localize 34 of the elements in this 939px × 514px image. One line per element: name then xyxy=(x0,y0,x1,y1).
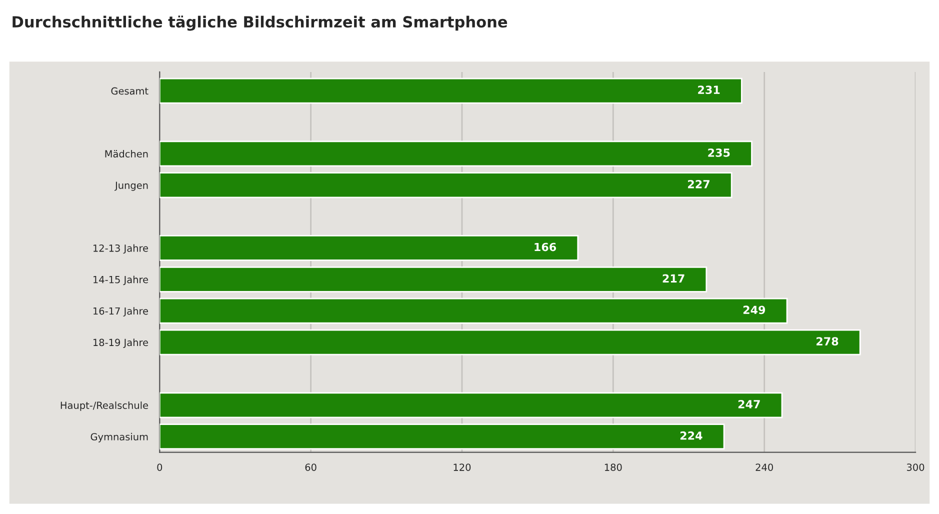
data-label: 278 xyxy=(816,337,838,346)
data-label: 217 xyxy=(662,274,684,282)
x-tick-label: 180 xyxy=(604,464,622,471)
chart-title: Durchschnittliche tägliche Bildschirmzeit am Smartphone xyxy=(12,16,508,31)
x-tick-label: 0 xyxy=(157,464,162,471)
y-tick-label: Mädchen xyxy=(105,150,148,158)
y-tick-label: Jungen xyxy=(114,182,148,191)
y-tick-label: Gesamt xyxy=(111,87,148,95)
y-tick-label: 18-19 Jahre xyxy=(94,338,148,348)
x-tick-label: 240 xyxy=(756,464,773,471)
bar xyxy=(160,329,861,356)
data-label: 227 xyxy=(688,180,710,188)
x-tick-label: 120 xyxy=(454,464,471,471)
x-tick-label: 60 xyxy=(305,464,316,471)
bar xyxy=(160,78,742,104)
y-tick-label: 16-17 Jahre xyxy=(94,307,148,317)
data-label: 249 xyxy=(743,306,766,314)
data-label: 224 xyxy=(680,431,702,440)
x-tick-label: 300 xyxy=(906,464,924,471)
data-label: 231 xyxy=(698,86,720,94)
data-label: 235 xyxy=(708,148,730,157)
y-tick-label: Haupt-/Realschule xyxy=(60,401,148,411)
bar xyxy=(160,424,725,450)
data-label: 166 xyxy=(534,242,556,252)
bar xyxy=(160,172,732,198)
y-tick-label: Gymnasium xyxy=(90,432,148,442)
data-label: 247 xyxy=(738,400,760,408)
bar xyxy=(160,298,788,324)
bar xyxy=(160,392,783,418)
bar xyxy=(160,140,752,167)
y-tick-label: 12-13 Jahre xyxy=(94,244,148,254)
bar xyxy=(160,266,708,292)
bar xyxy=(160,235,579,261)
y-tick-label: 14-15 Jahre xyxy=(94,276,148,286)
